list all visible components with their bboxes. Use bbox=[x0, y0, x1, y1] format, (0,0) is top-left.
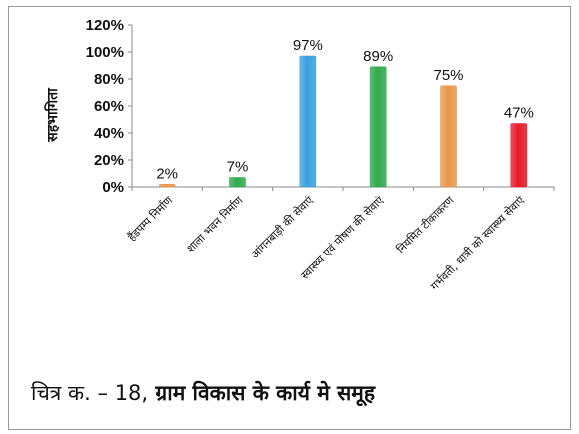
category-label: हैंडपम्प निर्माण bbox=[125, 193, 176, 244]
y-tick-label: 100% bbox=[86, 44, 124, 61]
category-label: शाला भवन निर्माण bbox=[184, 193, 246, 255]
data-label: 47% bbox=[504, 105, 534, 122]
y-tick-label: 60% bbox=[94, 98, 124, 115]
y-axis: 0% 20% 40% 60% 80% 100% 120% bbox=[86, 17, 133, 196]
data-label: 2% bbox=[156, 165, 178, 182]
y-tick-label: 120% bbox=[86, 17, 124, 34]
category-labels: हैंडपम्प निर्माण शाला भवन निर्माण आंगनबाड़… bbox=[125, 193, 527, 293]
bar bbox=[510, 123, 528, 188]
caption-number: चित्र क. – 18, bbox=[31, 381, 149, 405]
y-axis-title: सहभागिता bbox=[44, 87, 61, 143]
bar bbox=[299, 55, 317, 188]
data-label: 75% bbox=[433, 67, 463, 84]
bars bbox=[158, 55, 528, 188]
y-tick-label: 20% bbox=[94, 152, 124, 169]
y-tick-label: 80% bbox=[94, 71, 124, 88]
y-tick-label: 40% bbox=[94, 125, 124, 142]
data-labels: 2% 7% 97% 89% 75% 47% bbox=[156, 37, 534, 182]
figure-frame: 0% 20% 40% 60% 80% 100% 120% 2% 7% 97% 89% 75% 47% … bbox=[8, 6, 571, 430]
data-label: 89% bbox=[363, 48, 393, 65]
category-label: आंगनबाड़ी की सेवाएं bbox=[249, 193, 317, 261]
data-label: 97% bbox=[293, 37, 323, 54]
bar bbox=[229, 177, 246, 188]
bar bbox=[440, 85, 457, 188]
x-axis bbox=[131, 186, 555, 191]
category-label: नियमित टीकाकरण bbox=[394, 193, 457, 256]
bar bbox=[158, 184, 176, 188]
data-label: 7% bbox=[227, 159, 249, 176]
caption-title: ग्राम विकास के कार्य मे समूह bbox=[148, 381, 376, 405]
bar bbox=[369, 66, 387, 188]
y-tick-label: 0% bbox=[102, 179, 124, 196]
bar-chart: 0%20%40%60%80%100%120% 2% 7%97%89%75%47% … bbox=[44, 17, 555, 293]
figure-caption: चित्र क. – 18, ग्राम विकास के कार्य मे स… bbox=[31, 379, 375, 407]
